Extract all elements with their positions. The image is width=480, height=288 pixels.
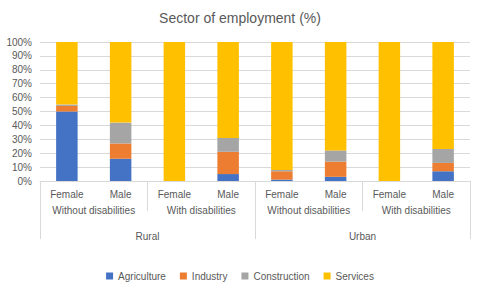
svg-text:Agriculture: Agriculture <box>118 271 166 282</box>
svg-text:30%: 30% <box>12 134 32 145</box>
svg-text:With disabilities: With disabilities <box>167 205 236 216</box>
svg-text:Rural: Rural <box>136 231 160 242</box>
svg-text:80%: 80% <box>12 64 32 75</box>
svg-text:Female: Female <box>158 189 192 200</box>
svg-text:Without disabilities: Without disabilities <box>52 205 135 216</box>
svg-text:Male: Male <box>432 189 454 200</box>
svg-text:70%: 70% <box>12 78 32 89</box>
svg-text:90%: 90% <box>12 50 32 61</box>
svg-text:Female: Female <box>50 189 84 200</box>
svg-text:With disabilities: With disabilities <box>382 205 451 216</box>
svg-text:Male: Male <box>217 189 239 200</box>
svg-text:Male: Male <box>110 189 132 200</box>
svg-text:10%: 10% <box>12 162 32 173</box>
svg-text:Construction: Construction <box>253 271 309 282</box>
svg-text:Sector of employment (%): Sector of employment (%) <box>159 10 321 26</box>
svg-text:Female: Female <box>373 189 407 200</box>
svg-text:Male: Male <box>325 189 347 200</box>
svg-text:Industry: Industry <box>192 271 228 282</box>
svg-text:50%: 50% <box>12 106 32 117</box>
svg-text:Services: Services <box>336 271 374 282</box>
svg-text:Urban: Urban <box>349 231 376 242</box>
svg-text:Without disabilities: Without disabilities <box>267 205 350 216</box>
svg-text:100%: 100% <box>6 37 32 48</box>
svg-text:Female: Female <box>265 189 299 200</box>
svg-text:40%: 40% <box>12 120 32 131</box>
svg-text:20%: 20% <box>12 148 32 159</box>
svg-text:60%: 60% <box>12 92 32 103</box>
svg-text:0%: 0% <box>18 176 33 187</box>
